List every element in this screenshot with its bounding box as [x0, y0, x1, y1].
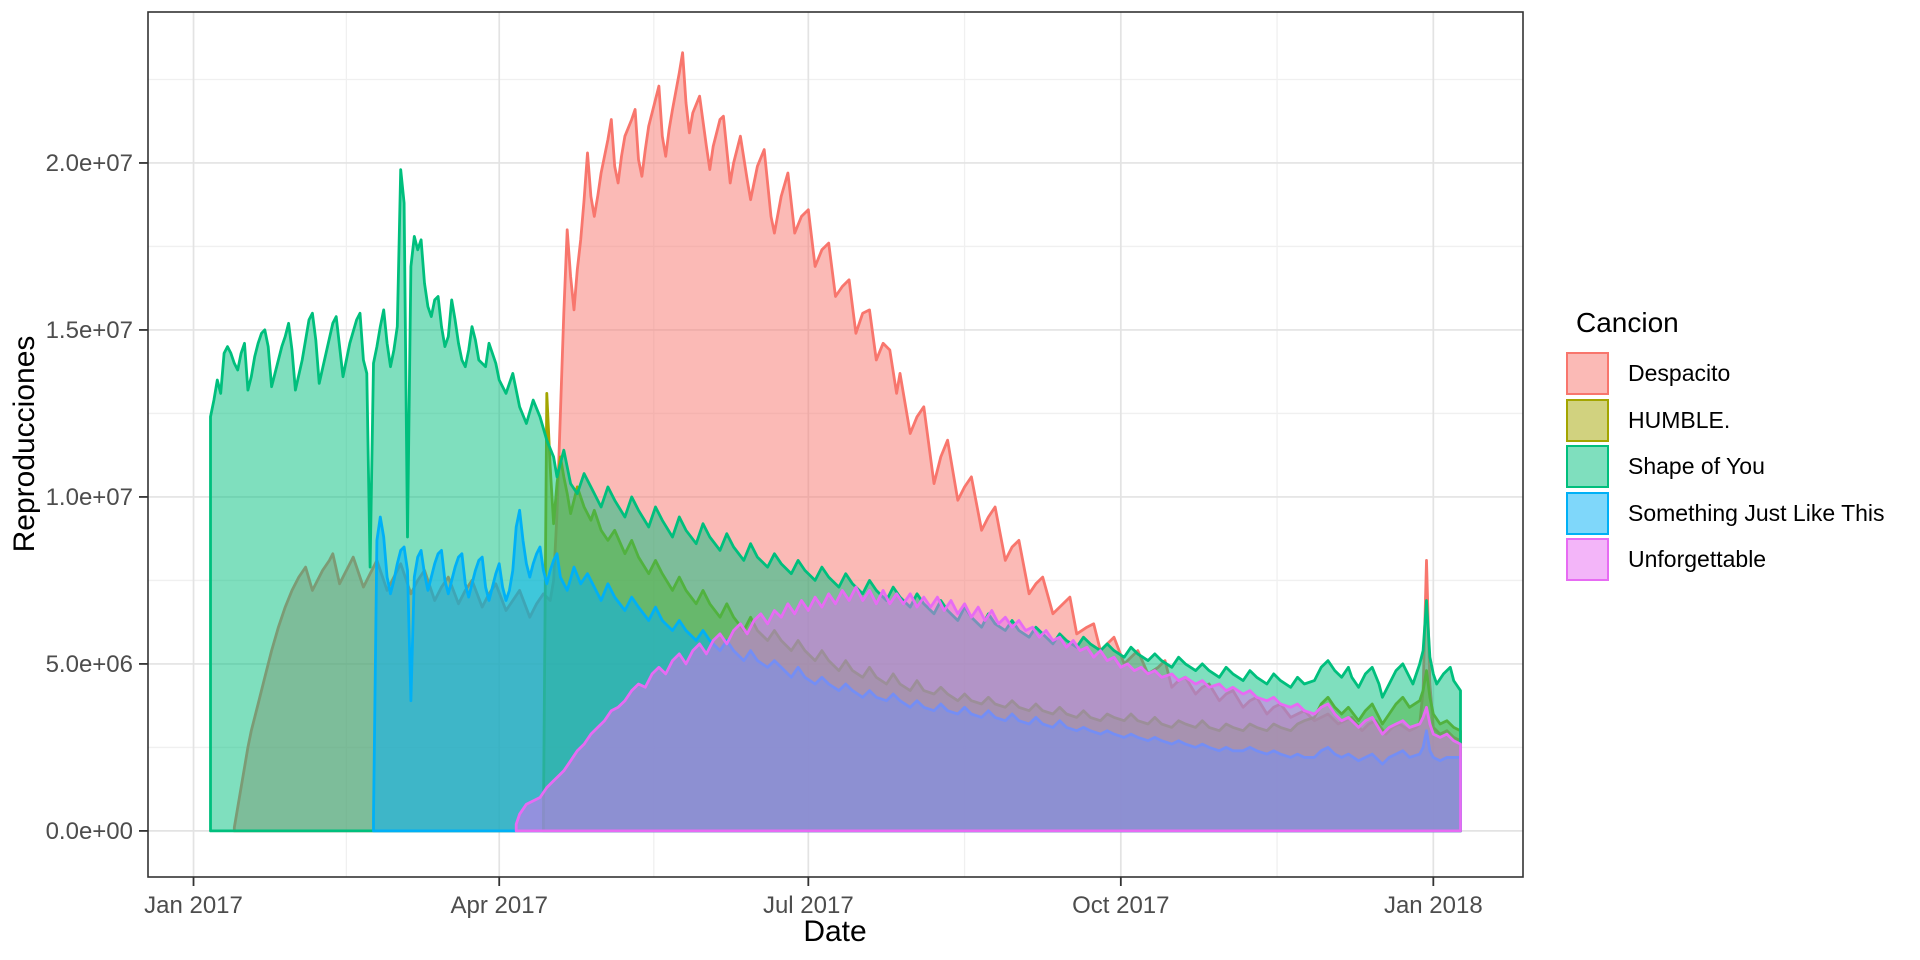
legend-label-humble: HUMBLE.: [1628, 406, 1731, 433]
legend-swatch-shape-of-you: [1566, 445, 1609, 488]
area-unforgettable: [514, 585, 1462, 833]
legend-item-shape-of-you: Shape of You: [1566, 445, 1916, 488]
legend: Cancion Despacito HUMBLE. Shape of You Some…: [1566, 306, 1916, 585]
legend-swatch-despacito: [1566, 352, 1609, 395]
y-tick-label: 1.5e+07: [46, 317, 133, 344]
y-tick-label: 5.0e+06: [46, 651, 133, 678]
legend-swatch-something-just-like-this: [1566, 491, 1609, 535]
legend-label-unforgettable: Unforgettable: [1628, 546, 1767, 572]
legend-swatch-unforgettable: [1566, 538, 1609, 581]
legend-items: Despacito HUMBLE. Shape of You Something Ju…: [1566, 352, 1916, 581]
x-tick-label: Jul 2017: [763, 892, 854, 919]
legend-item-humble: HUMBLE.: [1566, 398, 1916, 442]
legend-item-unforgettable: Unforgettable: [1566, 538, 1916, 581]
x-tick-label: Jan 2018: [1384, 892, 1483, 919]
x-tick-label: Jan 2017: [144, 892, 243, 919]
y-tick-label: 2.0e+07: [46, 150, 133, 177]
y-tick-label: 0.0e+00: [46, 818, 133, 845]
legend-label-something-just-like-this: Something Just Like This: [1628, 499, 1885, 526]
series-layer: [209, 51, 1462, 833]
panel-border-rect: [147, 11, 1524, 878]
axis-layer: Jan 2017 Apr 2017 Jul 2017 Oct 2017 Jan 2018…: [46, 150, 1483, 919]
legend-item-despacito: Despacito: [1566, 352, 1916, 395]
y-tick-label: 1.0e+07: [46, 484, 133, 511]
legend-title: Cancion: [1576, 307, 1679, 338]
panel-border: [147, 11, 1524, 878]
legend-label-despacito: Despacito: [1628, 360, 1731, 386]
legend-label-shape-of-you: Shape of You: [1628, 453, 1765, 479]
legend-swatch-humble: [1566, 398, 1609, 442]
x-tick-label: Oct 2017: [1072, 892, 1169, 919]
y-axis-title: Reproducciones: [8, 336, 41, 553]
x-tick-label: Apr 2017: [451, 892, 548, 919]
x-axis-title: Date: [803, 915, 866, 948]
legend-item-something-just-like-this: Something Just Like This: [1566, 491, 1916, 535]
